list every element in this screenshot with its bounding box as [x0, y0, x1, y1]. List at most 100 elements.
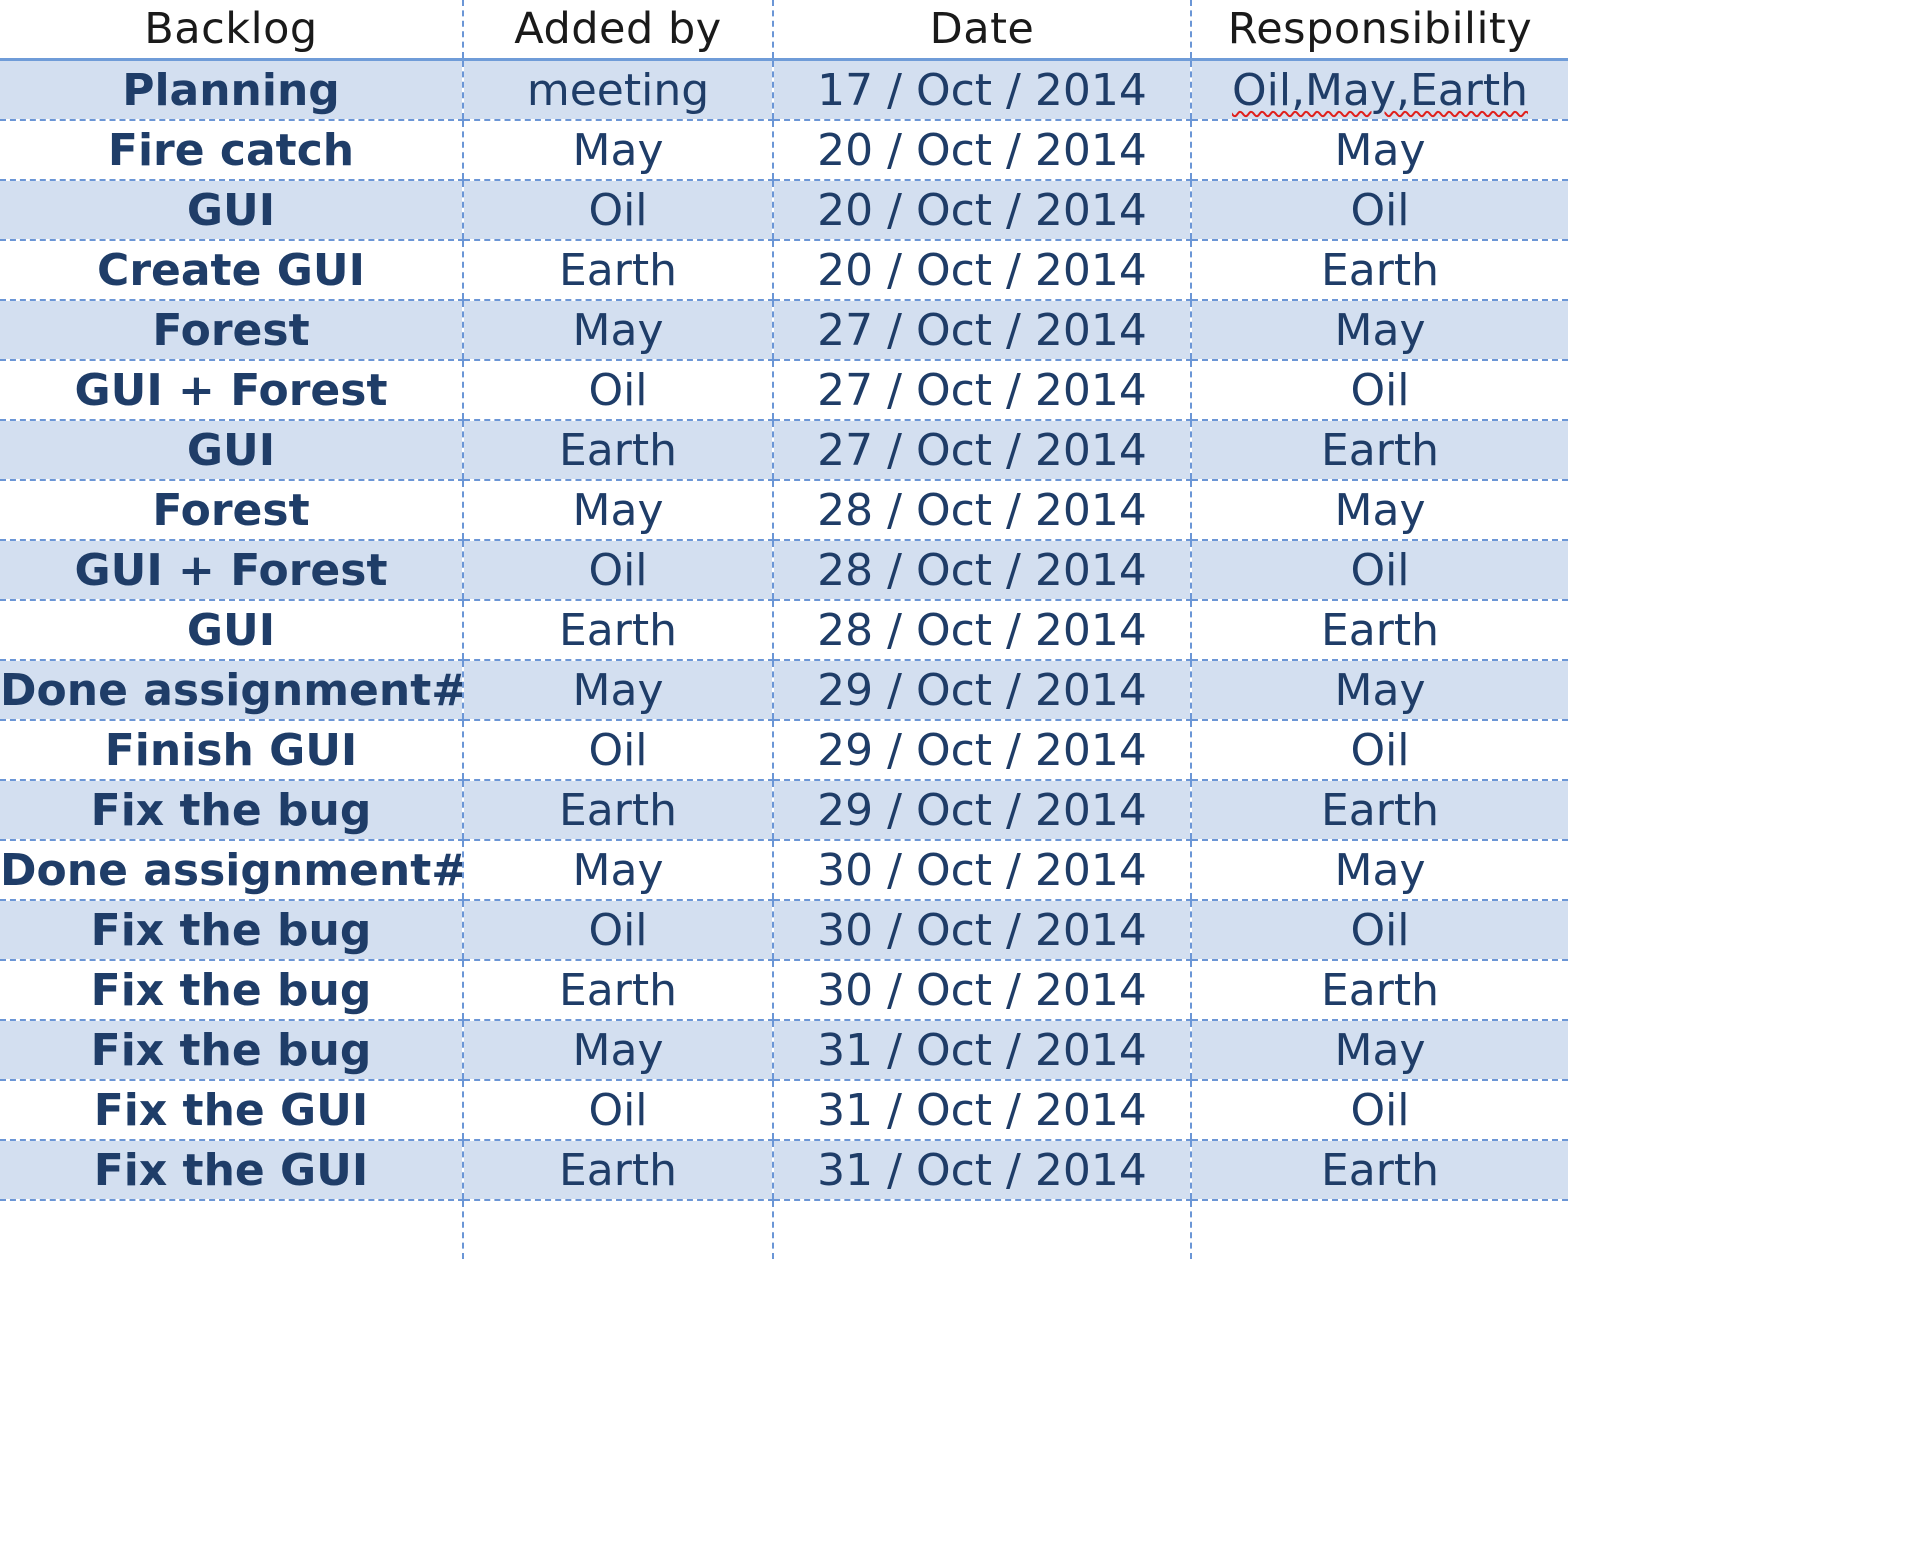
cell-backlog[interactable]: Planning [0, 59, 463, 121]
cell-date[interactable]: 29 / Oct / 2014 [772, 660, 1191, 721]
empty-cell[interactable] [0, 1200, 463, 1259]
cell-date[interactable]: 31 / Oct / 2014 [772, 1020, 1191, 1081]
cell-date[interactable]: 27 / Oct / 2014 [772, 360, 1191, 421]
empty-cell[interactable] [772, 1200, 1191, 1259]
column-header-responsibility[interactable]: Responsibility [1190, 0, 1568, 61]
cell-responsibility[interactable]: Oil [1190, 540, 1568, 601]
cell-responsibility[interactable]: Oil [1190, 180, 1568, 241]
column-header-date[interactable]: Date [772, 0, 1191, 61]
cell-responsibility[interactable]: Earth [1190, 420, 1568, 481]
table-row: GUI + Forest Oil 27 / Oct / 2014 Oil [0, 360, 1568, 421]
cell-added-by[interactable]: May [462, 120, 773, 181]
cell-responsibility[interactable]: May [1190, 120, 1568, 181]
cell-responsibility[interactable]: May [1190, 300, 1568, 361]
cell-backlog[interactable]: Finish GUI [0, 720, 463, 781]
cell-added-by[interactable]: Oil [462, 180, 773, 241]
cell-date[interactable]: 31 / Oct / 2014 [772, 1080, 1191, 1141]
cell-date[interactable]: 28 / Oct / 2014 [772, 480, 1191, 541]
empty-cell[interactable] [462, 1200, 773, 1259]
cell-backlog[interactable]: Done assignment#4 [0, 840, 463, 901]
cell-backlog[interactable]: Fix the bug [0, 900, 463, 961]
cell-added-by[interactable]: Earth [462, 960, 773, 1021]
cell-backlog[interactable]: Fix the GUI [0, 1080, 463, 1141]
cell-date[interactable]: 28 / Oct / 2014 [772, 600, 1191, 661]
cell-backlog[interactable]: GUI + Forest [0, 360, 463, 421]
cell-date[interactable]: 20 / Oct / 2014 [772, 180, 1191, 241]
cell-date[interactable]: 30 / Oct / 2014 [772, 960, 1191, 1021]
cell-responsibility[interactable]: Oil [1190, 360, 1568, 421]
column-header-backlog[interactable]: Backlog [0, 0, 463, 61]
cell-date[interactable]: 30 / Oct / 2014 [772, 840, 1191, 901]
cell-date[interactable]: 29 / Oct / 2014 [772, 720, 1191, 781]
cell-added-by[interactable]: May [462, 1020, 773, 1081]
table-row: Finish GUI Oil 29 / Oct / 2014 Oil [0, 720, 1568, 781]
cell-added-by[interactable]: Oil [462, 720, 773, 781]
table-row: GUI Earth 27 / Oct / 2014 Earth [0, 420, 1568, 481]
cell-responsibility[interactable]: May [1190, 840, 1568, 901]
cell-backlog[interactable]: Forest [0, 300, 463, 361]
cell-responsibility[interactable]: Earth [1190, 240, 1568, 301]
cell-date[interactable]: 31 / Oct / 2014 [772, 1140, 1191, 1201]
cell-responsibility[interactable]: Oil,May,Earth [1190, 59, 1568, 121]
table-row: Fix the bug Earth 30 / Oct / 2014 Earth [0, 960, 1568, 1021]
spellcheck-flagged-text: Oil,May,Earth [1231, 64, 1528, 116]
cell-added-by[interactable]: meeting [462, 59, 773, 121]
cell-added-by[interactable]: Earth [462, 600, 773, 661]
table-row: Planning meeting 17 / Oct / 2014 Oil,May,Ea… [0, 59, 1568, 121]
cell-responsibility[interactable]: May [1190, 1020, 1568, 1081]
cell-date[interactable]: 27 / Oct / 2014 [772, 300, 1191, 361]
cell-added-by[interactable]: Oil [462, 900, 773, 961]
cell-added-by[interactable]: Oil [462, 540, 773, 601]
table-row: GUI + Forest Oil 28 / Oct / 2014 Oil [0, 540, 1568, 601]
cell-backlog[interactable]: Fix the bug [0, 960, 463, 1021]
cell-responsibility[interactable]: Earth [1190, 780, 1568, 841]
table-row: Done assignment#2 May 29 / Oct / 2014 May [0, 660, 1568, 721]
cell-date[interactable]: 27 / Oct / 2014 [772, 420, 1191, 481]
cell-date[interactable]: 30 / Oct / 2014 [772, 900, 1191, 961]
cell-backlog[interactable]: GUI + Forest [0, 540, 463, 601]
cell-responsibility[interactable]: May [1190, 480, 1568, 541]
backlog-table: Backlog Added by Date Responsibility Pla… [0, 0, 1568, 1259]
cell-backlog[interactable]: Fire catch [0, 120, 463, 181]
cell-responsibility[interactable]: May [1190, 660, 1568, 721]
table-row: Fix the bug May 31 / Oct / 2014 May [0, 1020, 1568, 1081]
cell-added-by[interactable]: Earth [462, 240, 773, 301]
table-row: Fix the bug Earth 29 / Oct / 2014 Earth [0, 780, 1568, 841]
empty-cell[interactable] [1190, 1200, 1568, 1259]
cell-backlog[interactable]: Forest [0, 480, 463, 541]
cell-backlog[interactable]: Fix the GUI [0, 1140, 463, 1201]
column-header-added-by[interactable]: Added by [462, 0, 773, 61]
cell-responsibility[interactable]: Oil [1190, 720, 1568, 781]
cell-responsibility[interactable]: Oil [1190, 900, 1568, 961]
cell-backlog[interactable]: Fix the bug [0, 780, 463, 841]
cell-added-by[interactable]: Earth [462, 1140, 773, 1201]
cell-backlog[interactable]: Fix the bug [0, 1020, 463, 1081]
cell-date[interactable]: 28 / Oct / 2014 [772, 540, 1191, 601]
table-row: Forest May 27 / Oct / 2014 May [0, 300, 1568, 361]
cell-backlog[interactable]: GUI [0, 420, 463, 481]
cell-date[interactable]: 29 / Oct / 2014 [772, 780, 1191, 841]
cell-added-by[interactable]: May [462, 660, 773, 721]
cell-date[interactable]: 20 / Oct / 2014 [772, 240, 1191, 301]
cell-added-by[interactable]: May [462, 840, 773, 901]
table-row: Fix the bug Oil 30 / Oct / 2014 Oil [0, 900, 1568, 961]
cell-added-by[interactable]: Oil [462, 360, 773, 421]
cell-added-by[interactable]: May [462, 300, 773, 361]
cell-added-by[interactable]: Oil [462, 1080, 773, 1141]
table-row: Fix the GUI Oil 31 / Oct / 2014 Oil [0, 1080, 1568, 1141]
cell-responsibility[interactable]: Earth [1190, 600, 1568, 661]
cell-backlog[interactable]: GUI [0, 600, 463, 661]
table-row: Create GUI Earth 20 / Oct / 2014 Earth [0, 240, 1568, 301]
cell-added-by[interactable]: May [462, 480, 773, 541]
cell-backlog[interactable]: Done assignment#2 [0, 660, 463, 721]
cell-date[interactable]: 17 / Oct / 2014 [772, 59, 1191, 121]
cell-added-by[interactable]: Earth [462, 780, 773, 841]
cell-responsibility[interactable]: Earth [1190, 960, 1568, 1021]
cell-responsibility[interactable]: Earth [1190, 1140, 1568, 1201]
cell-backlog[interactable]: GUI [0, 180, 463, 241]
cell-backlog[interactable]: Create GUI [0, 240, 463, 301]
cell-added-by[interactable]: Earth [462, 420, 773, 481]
cell-responsibility[interactable]: Oil [1190, 1080, 1568, 1141]
cell-date[interactable]: 20 / Oct / 2014 [772, 120, 1191, 181]
table-row: Fix the GUI Earth 31 / Oct / 2014 Earth [0, 1140, 1568, 1201]
